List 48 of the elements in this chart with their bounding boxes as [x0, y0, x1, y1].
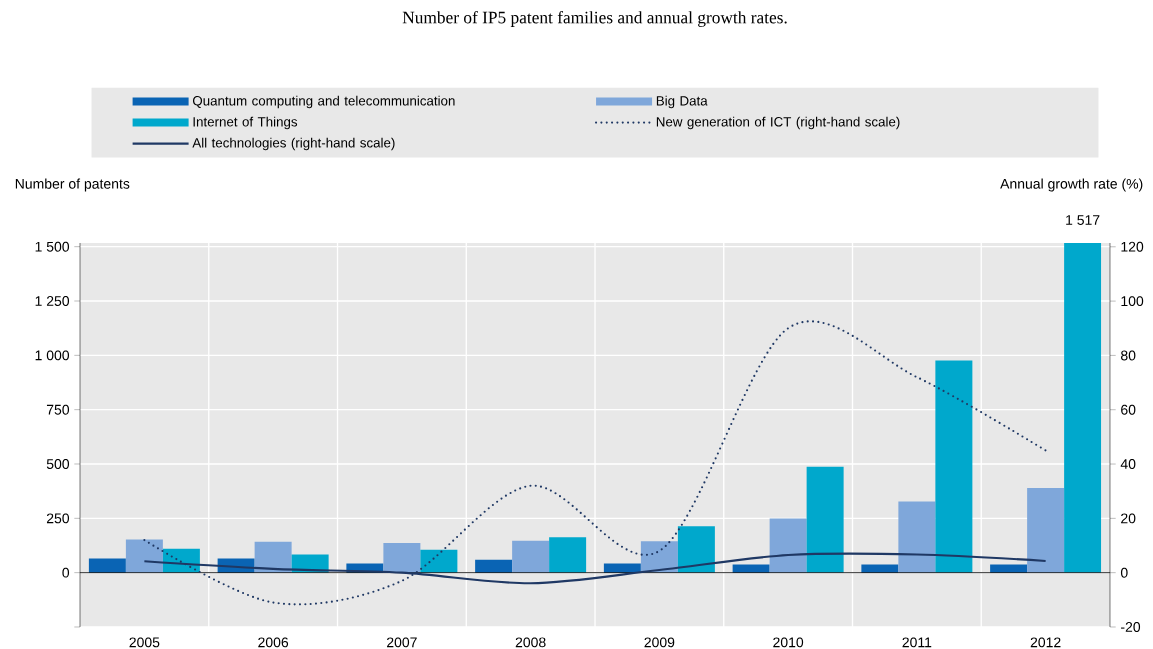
y2-tick-label: 40: [1120, 459, 1136, 470]
legend-label: All technologies (right-hand scale): [192, 137, 395, 151]
bar: [88, 558, 126, 573]
y-tick-label: 1 000: [35, 350, 70, 361]
bar: [125, 539, 163, 573]
y-tick-label: 1 500: [35, 241, 70, 252]
bar: [254, 541, 292, 573]
x-tick-label: 2005: [129, 637, 160, 648]
y2-axis-title: Annual growth rate (%): [1000, 178, 1143, 192]
x-tick-label: 2007: [387, 637, 417, 648]
legend-label: Internet of Things: [193, 116, 298, 130]
x-tick-label: 2012: [1030, 637, 1061, 648]
bar: [640, 541, 678, 573]
y-axis-title: Number of patents: [15, 178, 130, 192]
y2-tick-label: -20: [1121, 622, 1141, 632]
x-tick-label: 2009: [644, 637, 675, 648]
bar: [935, 360, 973, 573]
y-tick-label: 250: [46, 513, 70, 524]
chart-title: Number of IP5 patent families and annual growth rates.: [402, 11, 787, 27]
legend-label: Quantum computing and telecommunication: [192, 95, 455, 109]
y-tick-label: 1 250: [35, 296, 70, 306]
x-tick-label: 2006: [258, 637, 289, 648]
bar: [1027, 488, 1065, 573]
bar: [769, 518, 807, 573]
x-tick-label: 2011: [902, 637, 932, 648]
y2-tick-label: 100: [1121, 296, 1144, 307]
y2-tick-label: 60: [1121, 404, 1136, 415]
legend-label: Big Data: [656, 95, 708, 109]
x-tick-label: 2010: [773, 637, 804, 648]
bar: [1064, 242, 1102, 573]
bar: [898, 501, 936, 573]
bar: [383, 543, 421, 573]
y-tick-label: 0: [62, 567, 70, 578]
y-tick-label: 500: [46, 459, 70, 469]
bar: [475, 559, 513, 573]
legend-label: New generation of ICT (right-hand scale): [656, 116, 900, 130]
bar: [806, 466, 844, 573]
bar: [420, 549, 458, 573]
bar: [512, 540, 550, 573]
y-tick-label: 750: [46, 404, 70, 415]
data-label: 1 517: [1066, 215, 1100, 225]
bar: [549, 537, 587, 573]
x-tick-label: 2008: [515, 637, 546, 648]
y2-tick-label: 0: [1120, 567, 1128, 578]
y2-tick-label: 20: [1121, 513, 1136, 524]
y2-tick-label: 80: [1121, 350, 1136, 361]
y2-tick-label: 120: [1121, 241, 1144, 252]
bar: [677, 526, 715, 573]
